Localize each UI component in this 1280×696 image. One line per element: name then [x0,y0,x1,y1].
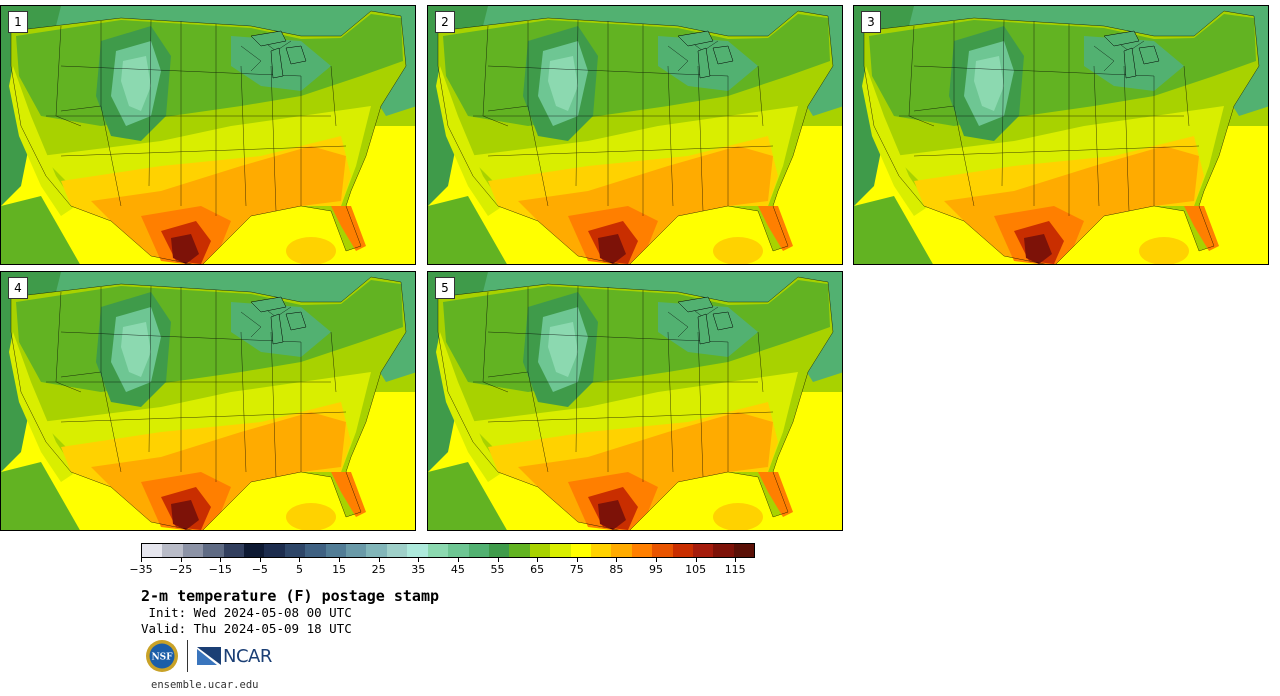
colorbar-swatch [223,544,245,557]
colorbar-tick [655,558,657,562]
colorbar-tick [616,558,618,562]
colorbar-tick [339,558,341,562]
colorbar-swatch [468,544,489,557]
nsf-logo-icon: NSF [146,640,178,672]
colorbar-tick-label: 95 [648,563,663,576]
panel-number: 3 [861,11,881,33]
colorbar-swatch [305,544,326,557]
colorbar-tick [497,558,499,562]
colorbar-swatch [325,544,347,557]
colorbar-swatch [611,544,632,557]
colorbar-tick [299,558,301,562]
svg-text:NSF: NSF [151,653,173,663]
forecast-panel-5: 5 [427,271,843,531]
temperature-map-4 [1,272,416,531]
colorbar-swatch [366,544,387,557]
colorbar-ticks: −35 −25 −15 −5 5 15 25 35 45 55 65 75 85 95 105 115 [129,558,755,578]
colorbar-swatch [142,544,163,557]
panel-number: 2 [435,11,455,33]
logo-divider [187,640,188,672]
colorbar-swatch [509,544,530,557]
colorbar-tick [220,558,222,562]
colorbar-tick [457,558,459,562]
colorbar-tick-label: −35 [129,563,153,576]
colorbar-swatch [488,544,510,557]
colorbar-tick [259,558,261,562]
colorbar-tick-label: 25 [371,563,386,576]
colorbar-swatch [284,544,306,557]
valid-time: Valid: Thu 2024-05-09 18 UTC [141,621,352,636]
forecast-panel-1: 1 [0,5,416,265]
colorbar-tick-label: −5 [251,563,268,576]
colorbar-swatch [386,544,408,557]
panel-number: 1 [8,11,28,33]
colorbar-tick [576,558,578,562]
colorbar-tick-label: 105 [685,563,707,576]
colorbar-swatch [162,544,183,557]
colorbar-swatch [692,544,714,557]
colorbar-tick [378,558,380,562]
colorbar-swatch [448,544,469,557]
colorbar-swatch [733,544,755,557]
colorbar-tick-label: 35 [411,563,426,576]
panel-number: 4 [8,277,28,299]
colorbar-tick-label: −25 [169,563,193,576]
colorbar-tick [537,558,539,562]
colorbar-tick-label: −15 [208,563,232,576]
colorbar-tick [141,558,142,562]
colorbar-tick-label: 15 [332,563,347,576]
colorbar-swatch [631,544,653,557]
colorbar-tick-label: 5 [295,563,303,576]
colorbar-tick [180,558,182,562]
logo-group: NSF NCAR [145,638,275,674]
colorbar-swatch [182,544,204,557]
ncar-logo: NCAR [197,644,272,668]
colorbar-swatch [672,544,693,557]
colorbar-swatch [264,544,285,557]
colorbar-swatch [570,544,591,557]
chart-title: 2-m temperature (F) postage stamp [141,587,440,605]
colorbar-swatch [550,544,571,557]
forecast-panel-4: 4 [0,271,416,531]
temperature-map-3 [854,6,1269,265]
colorbar-tick-label: 85 [609,563,624,576]
temperature-map-2 [428,6,843,265]
colorbar-tick-label: 75 [569,563,584,576]
colorbar-swatch [652,544,673,557]
colorbar-tick [735,558,737,562]
ncar-wordmark: NCAR [223,645,272,667]
colorbar-swatch [529,544,551,557]
colorbar-tick-label: 65 [530,563,545,576]
forecast-panel-3: 3 [853,5,1269,265]
colorbar-swatch [590,544,612,557]
colorbar-tick-label: 45 [450,563,465,576]
colorbar-tick-label: 115 [724,563,746,576]
temperature-map-5 [428,272,843,531]
panel-number: 5 [435,277,455,299]
colorbar-swatch [427,544,449,557]
colorbar-swatch [244,544,265,557]
ncar-mark-icon [197,647,221,665]
forecast-panel-2: 2 [427,5,843,265]
colorbar-tick [695,558,697,562]
colorbar-swatch [407,544,428,557]
temperature-map-1 [1,6,416,265]
colorbar-swatch [346,544,367,557]
colorbar-tick-label: 55 [490,563,505,576]
colorbar-swatch [203,544,224,557]
site-url: ensemble.ucar.edu [151,679,259,691]
colorbar-swatch [713,544,734,557]
init-time: Init: Wed 2024-05-08 00 UTC [141,605,352,620]
temperature-colorbar [141,543,755,558]
colorbar-tick [418,558,420,562]
